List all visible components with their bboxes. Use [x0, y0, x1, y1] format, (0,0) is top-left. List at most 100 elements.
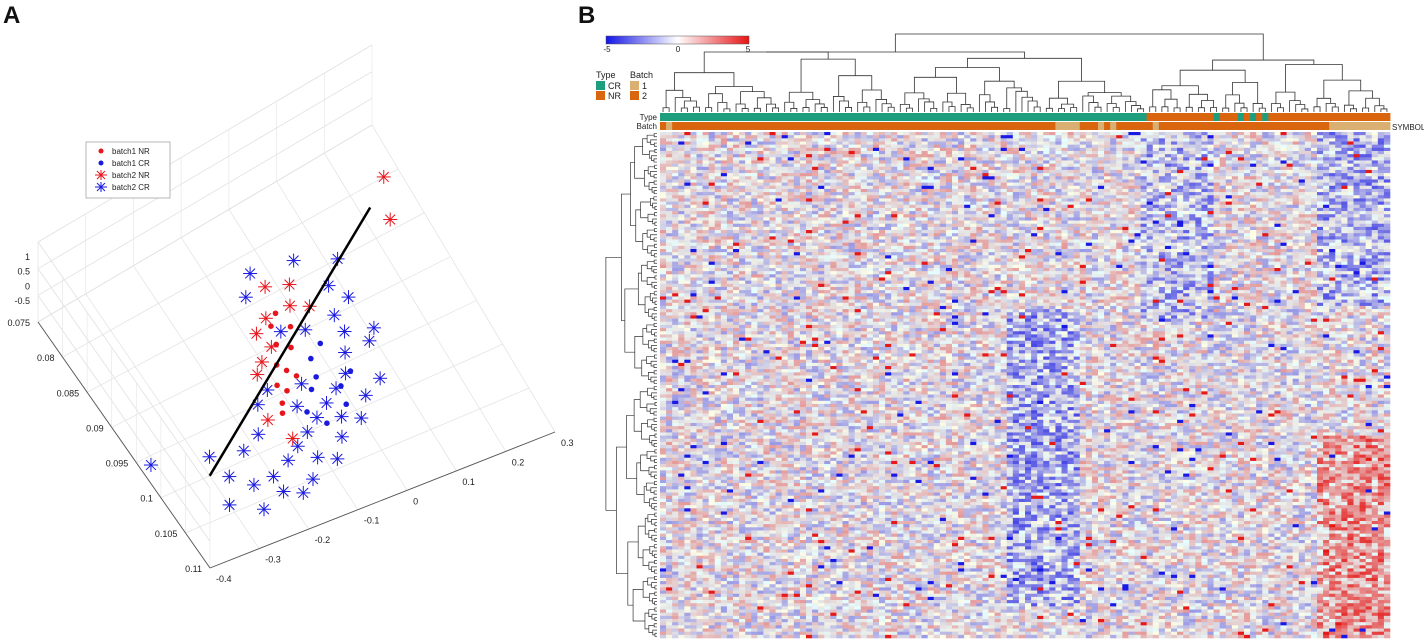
- heatmap-cell: [976, 188, 983, 193]
- heatmap-cell: [1152, 211, 1160, 215]
- heatmap-cell: [1353, 135, 1360, 139]
- batch-cell: [1225, 122, 1233, 130]
- heatmap-cell: [842, 141, 849, 145]
- heatmap-cell: [1250, 223, 1257, 228]
- heatmap-cell: [1025, 150, 1032, 155]
- heatmap-cell: [684, 188, 691, 193]
- point-dot: [313, 374, 319, 380]
- row-dendrogram-branch: [653, 196, 657, 201]
- heatmap-cell: [872, 198, 880, 202]
- batch-cell: [1043, 122, 1050, 130]
- heatmap-cell: [988, 144, 995, 149]
- dendrogram-branch: [1350, 108, 1357, 112]
- heatmap-cell: [733, 154, 740, 158]
- heatmap-cell: [1000, 166, 1008, 171]
- heatmap-cell: [1383, 217, 1391, 221]
- heatmap-cell: [720, 230, 728, 234]
- batch-cell: [1268, 122, 1275, 130]
- heatmap-cell: [970, 192, 977, 196]
- heatmap-cell: [1049, 166, 1056, 171]
- heatmap-cell: [763, 135, 770, 139]
- heatmap-cell: [903, 223, 910, 228]
- heatmap-cell: [1383, 207, 1391, 212]
- heatmap-cell: [775, 173, 782, 177]
- heatmap-cell: [1219, 150, 1227, 155]
- heatmap-cell: [1122, 132, 1129, 136]
- heatmap-cell: [1365, 198, 1373, 202]
- heatmap-cell: [842, 233, 849, 237]
- heatmap-cell: [1006, 182, 1014, 187]
- heatmap-cell: [1164, 182, 1172, 187]
- heatmap-cell: [714, 176, 722, 180]
- heatmap-cell: [660, 169, 667, 174]
- heatmap-cell: [1256, 198, 1263, 202]
- heatmap-cell: [945, 198, 953, 202]
- heatmap-cell: [1213, 166, 1220, 171]
- heatmap-cell: [1116, 198, 1123, 202]
- heatmap-cell: [1189, 236, 1196, 240]
- heatmap-cell: [891, 211, 898, 215]
- heatmap-cell: [872, 226, 880, 231]
- heatmap-cell: [763, 169, 770, 174]
- heatmap-cell: [915, 166, 922, 171]
- batch-cell: [1037, 122, 1044, 130]
- heatmap-cell: [1158, 226, 1166, 231]
- heatmap-cell: [1323, 204, 1330, 209]
- heatmap-cell: [976, 144, 983, 149]
- heatmap-cell: [1377, 198, 1385, 202]
- type-cell: [1292, 113, 1300, 121]
- star-stroke: [96, 170, 106, 180]
- heatmap-cell: [1079, 188, 1087, 193]
- heatmap-cell: [824, 179, 831, 183]
- heatmap-cell: [994, 169, 1001, 174]
- heatmap-cell: [1085, 198, 1093, 202]
- dendrogram-branch: [756, 97, 772, 109]
- heatmap-cell: [1098, 144, 1105, 149]
- heatmap-cell: [714, 226, 722, 231]
- heatmap-cell: [1280, 214, 1287, 218]
- heatmap-cell: [891, 160, 898, 164]
- row-dendrogram-branch: [653, 316, 657, 321]
- heatmap-cell: [994, 217, 1001, 221]
- heatmap-cell: [1262, 201, 1269, 206]
- heatmap-cell: [1122, 173, 1129, 177]
- legend-label: batch2 CR: [112, 183, 150, 192]
- heatmap-cell: [1140, 207, 1147, 212]
- heatmap-cell: [757, 188, 764, 193]
- heatmap-cell: [1353, 157, 1360, 161]
- heatmap-cell: [982, 188, 989, 193]
- heatmap-cell: [970, 201, 977, 206]
- heatmap-cell: [976, 192, 983, 196]
- heatmap-cell: [1006, 166, 1014, 171]
- batch-cell: [775, 122, 783, 130]
- heatmap-cell: [806, 198, 813, 202]
- heatmap-cell: [1353, 150, 1360, 155]
- heatmap-cell: [1377, 201, 1385, 206]
- heatmap-cell: [745, 226, 752, 231]
- heatmap-cell: [970, 163, 977, 168]
- heatmap-cell: [1323, 207, 1330, 212]
- heatmap-cell: [1250, 204, 1257, 209]
- heatmap-cell: [836, 223, 843, 228]
- heatmap-cell: [897, 192, 904, 196]
- heatmap-cell: [1098, 207, 1105, 212]
- heatmap-cell: [1055, 233, 1062, 237]
- row-dendrogram-branch: [652, 629, 657, 636]
- heatmap-cell: [988, 150, 995, 155]
- heatmap-cell: [964, 132, 971, 136]
- heatmap-cell: [1219, 179, 1227, 183]
- batch-cell: [1195, 122, 1202, 130]
- heatmap-cell: [1341, 160, 1348, 164]
- heatmap-cell: [1286, 204, 1293, 209]
- heatmap-cell: [891, 188, 898, 193]
- heatmap-cell: [988, 173, 995, 177]
- heatmap-cell: [830, 198, 837, 202]
- heatmap-cell: [1031, 163, 1038, 168]
- heatmap-cell: [781, 233, 789, 237]
- heatmap-cell: [1237, 185, 1245, 190]
- heatmap-cell: [1323, 226, 1330, 231]
- heatmap-cell: [891, 169, 898, 174]
- heatmap-cell: [696, 192, 703, 196]
- heatmap-cell: [1146, 169, 1154, 174]
- heatmap-cell: [848, 236, 855, 240]
